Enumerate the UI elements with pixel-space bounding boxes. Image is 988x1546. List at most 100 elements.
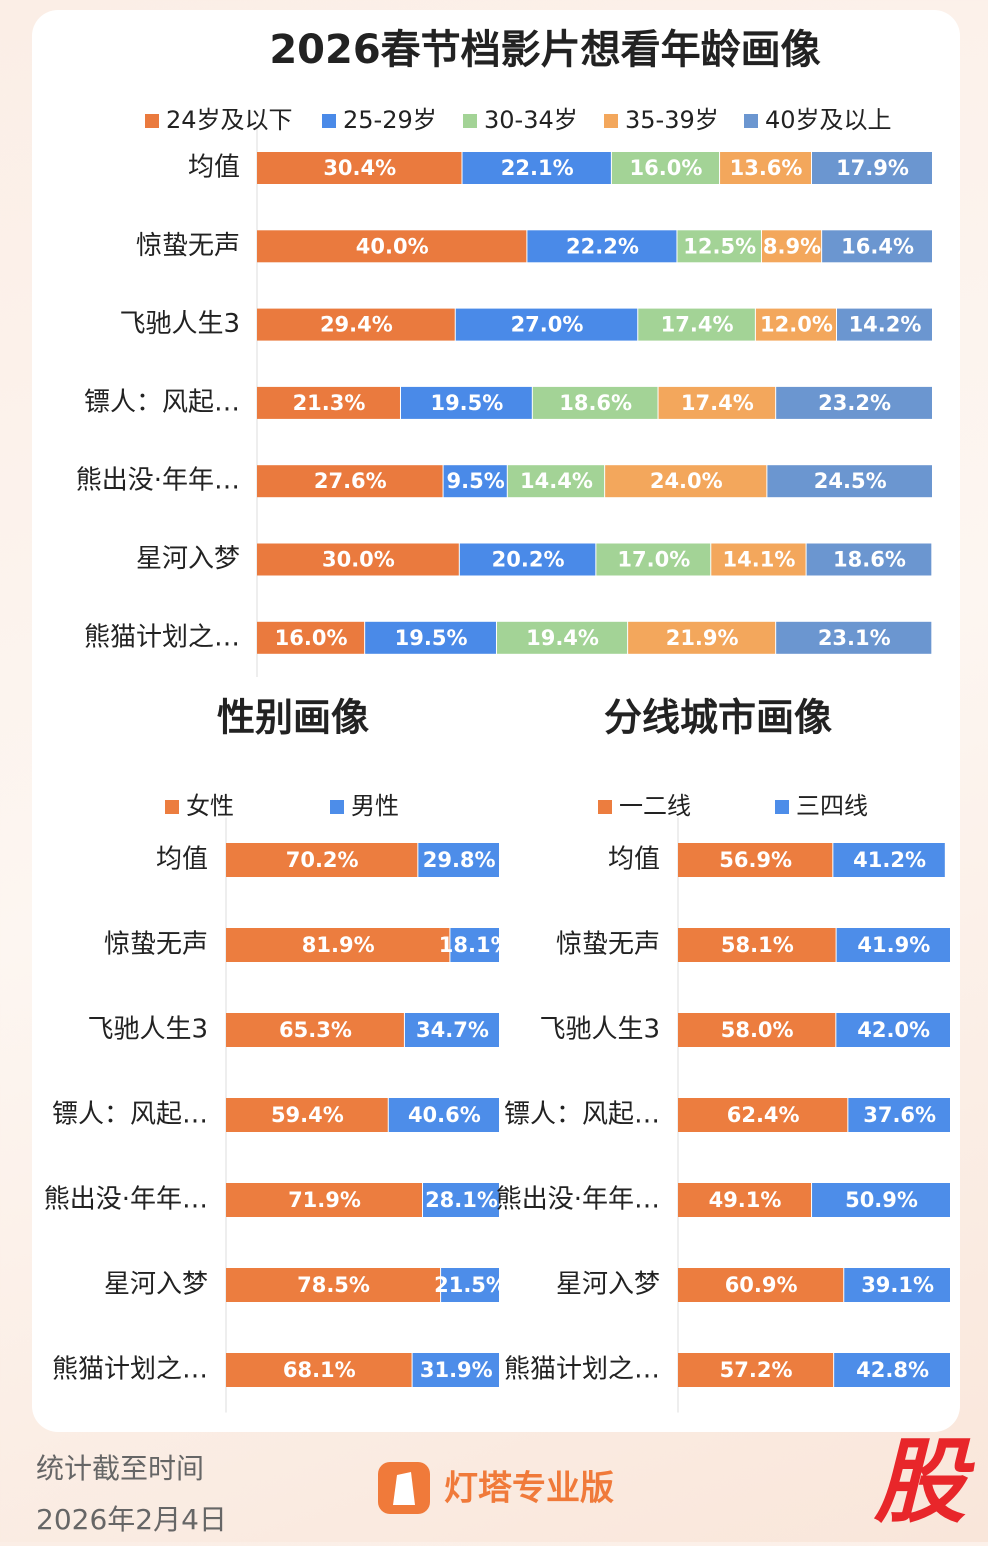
category-label: 星河入梦 xyxy=(556,1270,660,1300)
legend-marker xyxy=(598,800,612,814)
legend-label: 男性 xyxy=(351,792,399,820)
data-label: 17.4% xyxy=(661,313,734,337)
data-label: 17.0% xyxy=(617,548,690,572)
bar-segment xyxy=(611,152,720,184)
data-label: 41.9% xyxy=(857,933,930,957)
legend-marker xyxy=(744,114,758,128)
bar-segment xyxy=(226,1098,388,1132)
legend-label: 女性 xyxy=(186,792,234,820)
data-label: 18.6% xyxy=(833,548,906,572)
chart-title: 性别画像 xyxy=(217,696,369,740)
data-label: 22.2% xyxy=(566,234,639,258)
bar-segment xyxy=(836,1013,950,1047)
bar-segment xyxy=(836,928,950,962)
category-label: 熊出没·年年… xyxy=(44,1185,208,1215)
data-label: 24.0% xyxy=(650,469,723,493)
category-label: 惊蛰无声 xyxy=(104,930,208,960)
data-label: 71.9% xyxy=(288,1188,361,1212)
bar-segment xyxy=(761,230,822,263)
data-label: 57.2% xyxy=(720,1358,793,1382)
bar-segment xyxy=(844,1268,950,1302)
bar-segment xyxy=(226,1268,441,1302)
bar-segment xyxy=(811,152,932,184)
data-label: 14.4% xyxy=(520,469,593,493)
bar-segment xyxy=(257,543,459,576)
bar-segment xyxy=(837,308,932,341)
data-label: 19.5% xyxy=(430,391,503,415)
bar-segment xyxy=(450,928,499,962)
data-label: 59.4% xyxy=(271,1103,344,1127)
legend-label: 35-39岁 xyxy=(625,106,719,134)
legend-label: 30-34岁 xyxy=(484,106,578,134)
category-label: 均值 xyxy=(156,845,208,875)
legend-marker xyxy=(145,114,159,128)
chart-title: 分线城市画像 xyxy=(604,696,832,740)
brand-name: 灯塔专业版 xyxy=(444,1469,614,1509)
bar-segment xyxy=(226,1183,423,1217)
category-label: 惊蛰无声 xyxy=(136,231,240,261)
data-label: 16.0% xyxy=(275,626,348,650)
bar-segment xyxy=(776,621,932,654)
data-label: 29.8% xyxy=(423,848,496,872)
data-label: 70.2% xyxy=(286,848,359,872)
bar-segment xyxy=(720,152,811,184)
data-label: 23.2% xyxy=(818,391,891,415)
data-label: 22.1% xyxy=(501,156,574,180)
category-label: 飞驰人生3 xyxy=(87,1015,208,1045)
data-label: 9.5% xyxy=(447,469,505,493)
bar-segment xyxy=(226,928,450,962)
footer-note: 统计截至时间 xyxy=(36,1452,204,1485)
bar-segment xyxy=(404,1013,499,1047)
category-label: 飞驰人生3 xyxy=(119,309,240,339)
bar-segment xyxy=(628,621,776,654)
data-label: 58.0% xyxy=(721,1018,794,1042)
data-label: 21.5% xyxy=(434,1273,507,1297)
data-label: 17.9% xyxy=(836,156,909,180)
data-label: 19.5% xyxy=(395,626,468,650)
data-label: 14.2% xyxy=(849,313,922,337)
data-label: 12.5% xyxy=(683,234,756,258)
bar-segment xyxy=(678,1353,834,1387)
bar-segment xyxy=(226,843,418,877)
bar-segment xyxy=(257,621,365,654)
bar-segment xyxy=(226,1353,412,1387)
data-label: 78.5% xyxy=(297,1273,370,1297)
data-label: 40.6% xyxy=(408,1103,481,1127)
legend-marker xyxy=(165,800,179,814)
data-label: 30.4% xyxy=(323,156,396,180)
watermark: 股 xyxy=(873,1428,975,1535)
bar-segment xyxy=(605,465,767,498)
data-label: 27.6% xyxy=(314,469,387,493)
data-label: 39.1% xyxy=(861,1273,934,1297)
data-label: 60.9% xyxy=(725,1273,798,1297)
category-label: 惊蛰无声 xyxy=(556,930,660,960)
bar-segment xyxy=(443,465,507,498)
bar-segment xyxy=(388,1098,499,1132)
bar-segment xyxy=(776,386,932,419)
legend-marker xyxy=(463,114,477,128)
legend-label: 一二线 xyxy=(619,792,691,820)
data-label: 68.1% xyxy=(283,1358,356,1382)
bar-segment xyxy=(257,152,462,184)
bar-segment xyxy=(257,308,455,341)
bar-segment xyxy=(638,308,755,341)
bar-segment xyxy=(412,1353,499,1387)
footer: 统计截至时间 2026年2月4日 灯塔专业版 股 xyxy=(36,1428,975,1536)
category-label: 均值 xyxy=(608,845,660,875)
bar-segment xyxy=(507,465,605,498)
data-label: 13.6% xyxy=(730,156,803,180)
data-label: 41.2% xyxy=(853,848,926,872)
bar-segment xyxy=(226,1013,404,1047)
footer-date: 2026年2月4日 xyxy=(36,1503,227,1536)
legend-label: 25-29岁 xyxy=(343,106,437,134)
bar-segment xyxy=(834,1353,950,1387)
bar-segment xyxy=(812,1183,950,1217)
bar-segment xyxy=(462,152,611,184)
category-label: 熊出没·年年… xyxy=(76,466,240,496)
data-label: 17.4% xyxy=(681,391,754,415)
bar-segment xyxy=(257,465,443,498)
legend-marker xyxy=(604,114,618,128)
category-label: 熊猫计划之… xyxy=(84,622,240,652)
data-label: 12.0% xyxy=(760,313,833,337)
data-label: 42.0% xyxy=(857,1018,930,1042)
